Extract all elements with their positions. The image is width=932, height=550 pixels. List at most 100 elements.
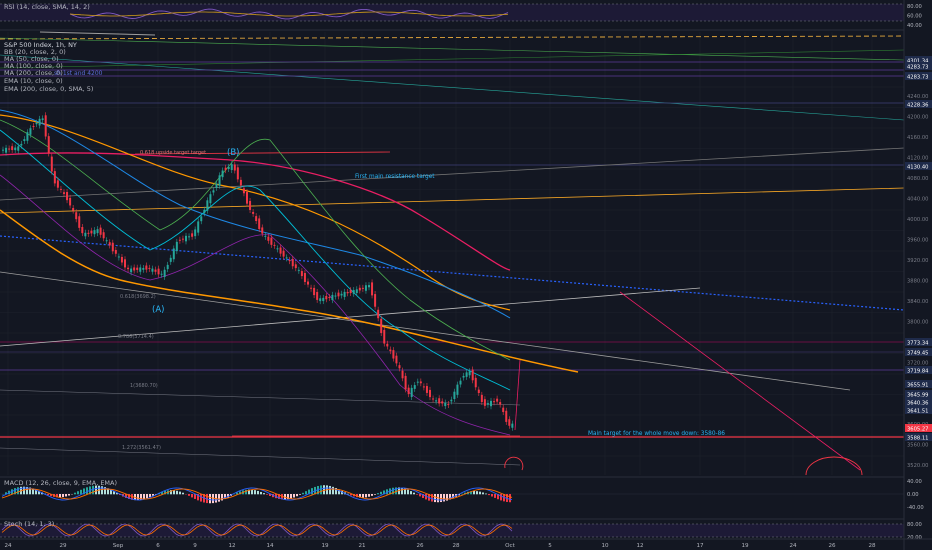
candle[interactable] [17,146,20,151]
candle[interactable] [59,188,62,190]
legend-ema200[interactable]: EMA (200, close, 0, SMA, 5) [4,85,93,93]
candle[interactable] [163,269,166,277]
candle[interactable] [63,192,65,194]
candle[interactable] [471,369,474,381]
candle[interactable] [203,209,206,214]
candle[interactable] [218,175,221,186]
candle[interactable] [255,216,258,221]
candle[interactable] [307,281,309,285]
candle[interactable] [490,400,492,407]
candle[interactable] [84,232,87,237]
candle[interactable] [288,259,291,262]
candle[interactable] [447,404,450,406]
candle[interactable] [14,147,17,151]
price-tag[interactable] [905,398,932,406]
candle[interactable] [108,242,111,246]
candle[interactable] [261,227,264,234]
candle[interactable] [2,149,4,151]
candle[interactable] [343,291,346,297]
candle[interactable] [38,118,41,126]
candle[interactable] [480,394,483,403]
candle[interactable] [246,191,248,204]
candle[interactable] [23,139,26,142]
candle[interactable] [483,399,486,406]
candle[interactable] [468,371,471,376]
candle[interactable] [383,329,386,344]
candle[interactable] [377,309,380,319]
candle[interactable] [145,265,148,270]
legend-ma100[interactable]: MA (100, close, 0) [4,62,63,70]
price-tag[interactable] [905,72,932,80]
candle[interactable] [477,389,480,394]
candle[interactable] [346,291,349,294]
candle[interactable] [93,230,96,235]
candle[interactable] [139,267,142,272]
candle[interactable] [349,290,352,294]
candle[interactable] [432,398,435,400]
candle[interactable] [328,296,331,298]
candle[interactable] [416,381,419,383]
candle[interactable] [175,241,178,252]
legend-bb[interactable]: BB (20, close, 2, 0) [4,48,66,56]
candle[interactable] [496,398,499,402]
candle[interactable] [47,136,50,154]
candle[interactable] [340,293,343,296]
candle[interactable] [53,171,56,184]
candle[interactable] [32,125,35,127]
candle[interactable] [316,292,319,300]
price-tag[interactable] [905,338,932,346]
candle[interactable] [450,399,453,402]
candle[interactable] [11,146,14,151]
candle[interactable] [230,164,233,171]
candle[interactable] [191,233,194,237]
candle[interactable] [236,167,239,180]
candle[interactable] [188,236,191,238]
candle[interactable] [273,244,276,246]
candle[interactable] [178,239,181,241]
price-tag[interactable] [905,56,932,64]
candle[interactable] [419,381,422,384]
candle[interactable] [486,403,489,405]
candle[interactable] [322,297,325,302]
candle[interactable] [105,240,108,242]
candle[interactable] [239,179,242,186]
candle[interactable] [81,227,84,234]
candle[interactable] [136,267,139,270]
candle[interactable] [227,166,230,170]
price-tag[interactable] [905,162,932,170]
candle[interactable] [72,207,75,211]
candle[interactable] [404,375,407,390]
candle[interactable] [325,295,328,300]
candle[interactable] [474,377,477,388]
candle[interactable] [209,194,212,204]
price-tag[interactable] [905,406,932,414]
candle[interactable] [395,355,398,364]
candle[interactable] [215,183,218,188]
candle[interactable] [181,238,184,240]
candle[interactable] [453,391,456,400]
candle[interactable] [392,350,395,359]
candle[interactable] [279,247,282,254]
price-tag[interactable] [905,100,932,108]
candle[interactable] [160,273,163,275]
candle[interactable] [398,365,401,369]
candle[interactable] [371,282,374,296]
candle[interactable] [8,148,11,150]
candle[interactable] [374,294,377,307]
candle[interactable] [319,298,322,302]
candle[interactable] [114,250,117,254]
candle[interactable] [200,216,203,222]
candle[interactable] [499,402,502,405]
candle[interactable] [358,287,361,291]
candle[interactable] [120,256,123,263]
candle[interactable] [444,402,447,407]
candle[interactable] [102,232,105,239]
candle[interactable] [117,256,120,258]
candle[interactable] [264,235,267,237]
candle[interactable] [157,268,160,275]
candle[interactable] [337,292,340,297]
candle[interactable] [267,236,270,241]
candle[interactable] [364,285,367,291]
candle[interactable] [224,167,227,171]
